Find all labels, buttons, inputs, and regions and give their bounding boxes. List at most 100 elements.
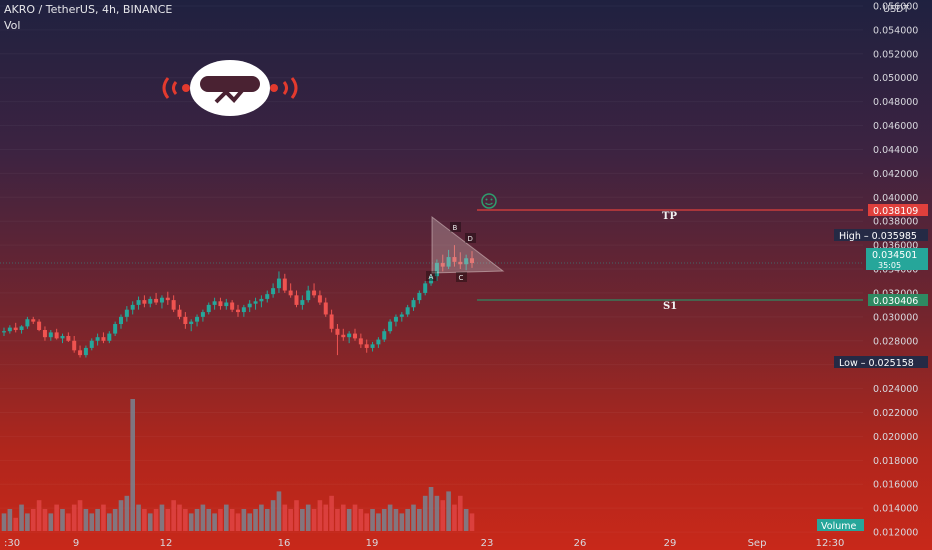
candle-body <box>60 335 65 339</box>
candle-body <box>440 263 445 267</box>
volume-bar <box>112 509 118 531</box>
tp-price-tag: 0.038109 <box>868 204 928 217</box>
volume-bar <box>247 513 252 531</box>
candle-body <box>382 331 387 340</box>
volume-bar <box>335 509 340 531</box>
candle-body <box>13 327 18 330</box>
candle-body <box>177 309 182 317</box>
price-tick-label: 0.020000 <box>873 432 918 443</box>
volume-indicator-label[interactable]: Vol <box>4 19 21 32</box>
price-tick-label: 0.042000 <box>873 169 918 180</box>
svg-text:0.038109: 0.038109 <box>873 206 918 217</box>
price-axis[interactable]: 0.056000 0.054000 0.052000 0.050000 0.048000… <box>873 1 918 538</box>
volume-bar <box>381 509 387 531</box>
volume-bar <box>329 495 334 531</box>
volume-bar <box>270 500 276 531</box>
price-tick-label: 0.024000 <box>873 384 918 395</box>
volume-bar <box>13 517 18 531</box>
candle-body <box>66 335 71 341</box>
date-tick-label: 12:30 <box>816 538 845 549</box>
candle-body <box>83 347 88 356</box>
high-price-tag: High – 0.035985 <box>834 229 928 242</box>
volume-bar <box>42 509 48 531</box>
date-tick-label: 19 <box>366 538 379 549</box>
candle-body <box>458 261 463 265</box>
volume-bar <box>25 513 30 531</box>
candle-body <box>470 258 474 264</box>
volume-bar <box>311 509 317 531</box>
pattern-point-a: A <box>429 273 434 281</box>
volume-bar <box>194 509 200 531</box>
volume-bar <box>458 495 463 531</box>
price-tick-label: 0.038000 <box>873 217 918 228</box>
price-tick-label: 0.052000 <box>873 49 918 60</box>
volume-bar <box>346 509 352 531</box>
date-tick-label: 29 <box>664 538 677 549</box>
candle-body <box>312 290 317 296</box>
candle-body <box>183 316 188 325</box>
candle-body <box>107 333 112 341</box>
price-tick-label: 0.016000 <box>873 480 918 491</box>
volume-bar <box>288 509 293 531</box>
price-tick-label: 0.044000 <box>873 145 918 156</box>
svg-text:Volume: Volume <box>821 521 856 532</box>
svg-text:Low – 0.025158: Low – 0.025158 <box>839 358 914 369</box>
volume-bar <box>259 504 264 531</box>
candle-body <box>142 300 147 304</box>
volume-bar <box>159 504 165 531</box>
candle-body <box>434 263 439 277</box>
robot-logo-icon <box>162 60 298 116</box>
price-tick-label: 0.040000 <box>873 193 918 204</box>
candle-body <box>306 290 311 301</box>
volume-bar <box>405 509 410 531</box>
volume-bar <box>83 509 89 531</box>
volume-bar <box>77 500 83 531</box>
current-price: 0.034501 <box>872 250 917 261</box>
candle-body <box>195 316 200 322</box>
volume-bar <box>294 500 299 531</box>
volume-bar <box>393 509 399 531</box>
candle-body <box>218 301 223 307</box>
candle-body <box>42 330 47 338</box>
candle-body <box>37 321 42 330</box>
candle-body <box>72 340 77 351</box>
volume-bar <box>229 509 235 531</box>
date-tick-label: 26 <box>574 538 587 549</box>
volume-bar <box>107 513 112 531</box>
candle-body <box>294 295 299 305</box>
price-tick-label: 0.056000 <box>873 1 918 12</box>
current-price-tag: 0.034501 35:05 <box>866 248 928 270</box>
candle-body <box>212 301 217 305</box>
price-tick-label: 0.018000 <box>873 456 918 467</box>
volume-bar <box>136 504 141 531</box>
volume-bar <box>153 509 159 531</box>
currency-label: USDT <box>883 4 909 15</box>
volume-bar <box>188 513 194 531</box>
candle-body <box>300 300 305 305</box>
candle-body <box>148 298 153 304</box>
candle-body <box>370 344 375 348</box>
candle-body <box>89 340 94 348</box>
s1-price-tag: 0.030406 <box>868 294 928 307</box>
volume-bar <box>417 509 422 531</box>
date-axis[interactable]: :30 9 12 16 19 23 26 29 Sep 12:30 <box>4 538 844 549</box>
volume-bar <box>7 509 13 531</box>
volume-bar <box>428 487 434 531</box>
candle-body <box>224 302 229 307</box>
low-price-tag: Low – 0.025158 <box>834 356 928 369</box>
triangle-pattern[interactable]: B D A C <box>426 215 505 282</box>
price-tick-label: 0.036000 <box>873 241 918 252</box>
volume-bar <box>440 500 446 531</box>
date-tick-label: 9 <box>73 538 79 549</box>
volume-bar <box>118 500 124 531</box>
price-tick-label: 0.048000 <box>873 97 918 108</box>
volume-bar <box>212 513 217 531</box>
candle-body <box>101 337 106 341</box>
candle-body <box>241 307 246 313</box>
volume-bar <box>36 500 42 531</box>
candle-body <box>423 283 428 293</box>
date-tick-label: 23 <box>481 538 494 549</box>
volume-bar <box>147 513 153 531</box>
candle-body <box>130 304 135 310</box>
